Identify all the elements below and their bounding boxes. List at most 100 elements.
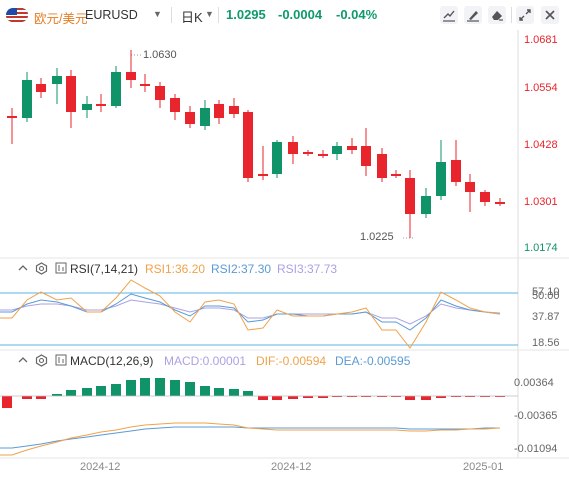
price-axis-label: 1.0428 xyxy=(524,139,558,151)
date-axis-label: 2024-12 xyxy=(271,461,312,473)
pair-name-cn[interactable]: 欧元/美元 xyxy=(34,12,88,26)
bearish-candle xyxy=(495,202,505,204)
bearish-candle xyxy=(243,112,253,178)
bearish-candle xyxy=(96,104,106,106)
macd-negative-bar xyxy=(332,396,342,397)
macd-positive-bar xyxy=(96,386,106,396)
bullish-candle xyxy=(332,146,342,154)
bullish-candle xyxy=(436,162,446,196)
macd-positive-bar xyxy=(185,382,195,396)
divider xyxy=(218,7,219,23)
rsi1-value: RSI1:36.20 xyxy=(145,262,206,276)
macd-negative-bar xyxy=(258,396,268,400)
timeframe-selector[interactable]: 日K xyxy=(181,10,203,25)
rsi-axis-label: 57.10 xyxy=(532,286,560,298)
bearish-candle xyxy=(258,174,268,176)
bearish-candle xyxy=(405,178,415,214)
price-change: -0.0004 xyxy=(278,7,323,22)
bearish-candle xyxy=(361,146,371,166)
macd-negative-bar xyxy=(391,396,401,397)
collapse-icon[interactable] xyxy=(17,262,29,274)
chevron-down-icon[interactable]: ▼ xyxy=(153,9,162,19)
macd-negative-bar xyxy=(22,396,32,399)
rsi-axis-label: 18.56 xyxy=(532,337,560,349)
bearish-candle xyxy=(391,174,401,176)
divider xyxy=(511,7,512,23)
macd-positive-bar xyxy=(140,378,150,396)
erase-tool-button[interactable] xyxy=(488,6,506,24)
close-chart-button[interactable] xyxy=(541,6,559,24)
macd-value: MACD:0.00001 xyxy=(164,354,247,368)
rsi-axis-label: 37.87 xyxy=(532,311,560,323)
bullish-candle xyxy=(22,80,32,118)
price-change-percent: -0.04% xyxy=(336,7,378,22)
chart-toolbar: 欧元/美元 EURUSD ▼ 日K ▼ 1.0295 -0.0004 -0.04… xyxy=(0,0,569,30)
macd-positive-bar xyxy=(126,380,136,396)
macd-negative-bar xyxy=(436,396,446,398)
dif-line xyxy=(0,422,501,456)
expand-icon xyxy=(519,9,531,21)
macd-axis-label: 0.00364 xyxy=(514,377,554,389)
macd-negative-bar xyxy=(377,396,387,397)
bearish-candle xyxy=(229,106,239,114)
price-axis-label: 1.0174 xyxy=(524,242,558,254)
macd-negative-bar xyxy=(405,396,415,400)
price-axis-label: 1.0554 xyxy=(524,82,558,94)
macd-positive-bar xyxy=(243,391,253,396)
bearish-candle xyxy=(465,182,475,192)
eraser-icon xyxy=(492,11,503,21)
eu-us-flag-icon xyxy=(6,8,28,22)
rsi3-line xyxy=(0,299,501,325)
indicator-icon[interactable] xyxy=(55,354,67,366)
macd-positive-bar xyxy=(52,394,62,396)
macd-axis-label: -0.00365 xyxy=(514,410,558,422)
bearish-candle xyxy=(318,154,328,156)
macd-positive-bar xyxy=(155,378,165,396)
macd-title: MACD(12,26,9) xyxy=(70,354,154,368)
macd-negative-bar xyxy=(2,396,12,408)
bearish-candle xyxy=(185,112,195,124)
bearish-candle xyxy=(347,146,357,150)
last-price: 1.0295 xyxy=(226,7,266,22)
line-tool-button[interactable] xyxy=(440,6,458,24)
collapse-icon[interactable] xyxy=(17,354,29,366)
bearish-candle xyxy=(170,98,180,112)
trend-line-icon xyxy=(443,10,455,22)
rsi2-value: RSI2:37.30 xyxy=(211,262,272,276)
close-icon xyxy=(545,10,555,20)
rsi-title: RSI(7,14,21) xyxy=(70,262,139,276)
rsi1-line xyxy=(0,279,501,349)
macd-positive-bar xyxy=(229,389,239,396)
macd-negative-bar xyxy=(36,396,46,399)
bearish-candle xyxy=(140,84,150,86)
macd-positive-bar xyxy=(170,380,180,396)
bearish-candle xyxy=(288,142,298,154)
macd-negative-bar xyxy=(288,396,298,399)
bearish-candle xyxy=(7,116,17,118)
rsi-header: RSI(7,14,21) RSI1:36.20 RSI2:37.30 RSI3:… xyxy=(0,260,569,278)
pencil-icon xyxy=(467,11,479,22)
high-price-label: 1.0630 xyxy=(143,49,177,61)
bullish-candle xyxy=(272,142,282,174)
bearish-candle xyxy=(214,104,224,118)
macd-positive-bar xyxy=(200,386,210,396)
rsi2-line xyxy=(0,293,501,331)
macd-negative-bar xyxy=(480,396,490,397)
settings-icon[interactable] xyxy=(35,354,48,367)
pair-symbol[interactable]: EURUSD xyxy=(85,8,138,22)
draw-tool-button[interactable] xyxy=(464,6,482,24)
bearish-candle xyxy=(155,86,165,100)
macd-negative-bar xyxy=(451,396,461,397)
macd-negative-bar xyxy=(361,396,371,397)
macd-positive-bar xyxy=(214,388,224,396)
date-axis-label: 2025-01 xyxy=(463,461,504,473)
macd-negative-bar xyxy=(303,396,313,398)
macd-positive-bar xyxy=(82,388,92,396)
bullish-candle xyxy=(111,72,121,106)
settings-icon[interactable] xyxy=(35,262,48,275)
chevron-down-icon[interactable]: ▼ xyxy=(205,9,214,19)
low-price-label: 1.0225 xyxy=(360,231,394,243)
fullscreen-button[interactable] xyxy=(516,6,534,24)
indicator-icon[interactable] xyxy=(55,262,67,274)
